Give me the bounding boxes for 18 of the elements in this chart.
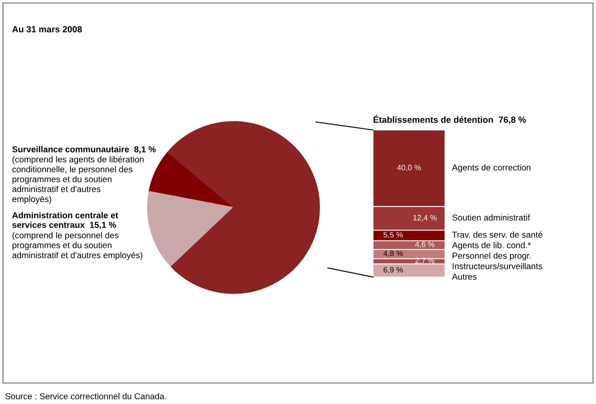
bar	[373, 263, 445, 277]
text: (comprend les agents de libération conditionnelle, le personnel des programmes et du soutien administratif et d'autres employés)	[12, 156, 144, 204]
series-label: Instructeurs/surveillants	[452, 262, 542, 270]
series-label: Personnel des progr.	[452, 252, 531, 260]
slice-label: Administration centrale et services centraux 15,1 %	[12, 212, 118, 230]
source-note: Source : Service correctionnel du Canada.	[5, 392, 166, 400]
pie-slice	[167, 121, 320, 294]
slice-label: Surveillance communautaire 8,1 %	[12, 146, 156, 154]
slice-label: Établissements de détention 76,8 %	[374, 114, 526, 124]
series-label: Agents de lib. cond.*	[452, 242, 531, 250]
series-label: Autres	[452, 274, 477, 280]
series-label: Agents de correction	[452, 164, 530, 172]
text: (comprend le personnel des programmes et du soutien administratif et d'autres employés)	[12, 232, 142, 260]
series-label: Trav. des serv. de santé	[452, 231, 542, 238]
pie-slice	[147, 190, 234, 268]
chart-title: Au 31 mars 2008	[12, 26, 82, 32]
pie-slice	[148, 152, 234, 208]
series-label: Soutien administratif	[452, 214, 530, 221]
